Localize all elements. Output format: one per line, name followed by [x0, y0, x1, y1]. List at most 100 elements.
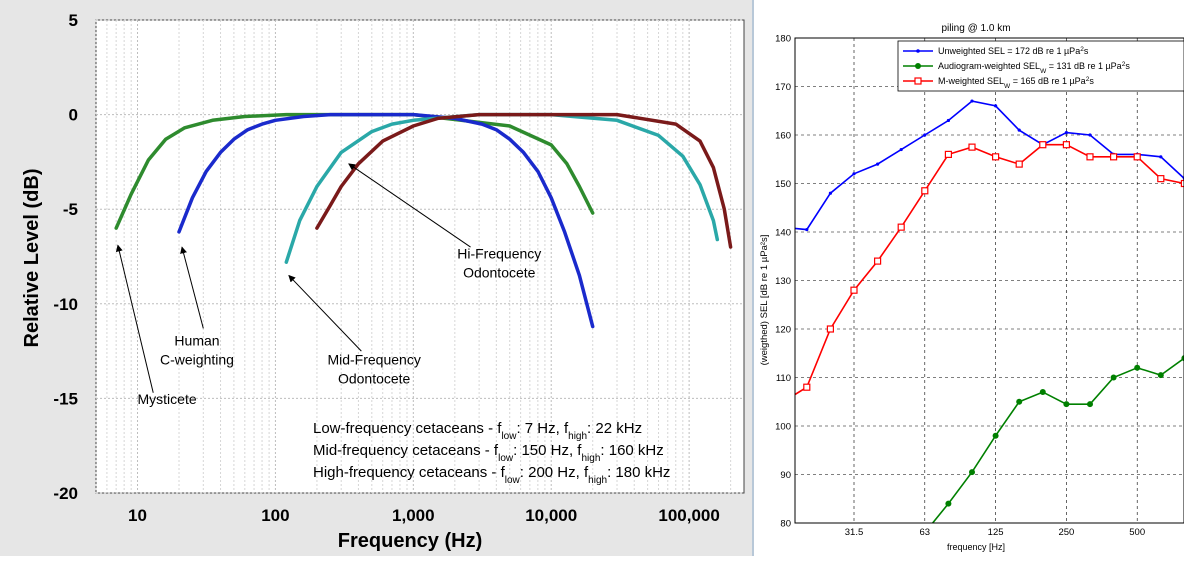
legend-text-part: M-weighted SEL	[938, 76, 1004, 86]
right-point-mweighted	[851, 287, 857, 293]
legend-marker-audiogram	[915, 63, 921, 69]
note-part: : 200 Hz, f	[520, 464, 589, 481]
legend-text-part: s	[1089, 76, 1094, 86]
note-part: high	[568, 431, 587, 442]
legend-text-part: = 131 dB re 1 µPa	[1046, 61, 1122, 71]
left-x-tick-label: 100,000	[658, 506, 719, 525]
right-y-axis-title: (weigthed) SEL [dB re 1 µPa²s]	[759, 235, 770, 366]
right-point-unweighted	[900, 148, 903, 151]
annotation-label-hi: Odontocete	[463, 264, 536, 280]
right-y-tick-label: 160	[775, 131, 791, 142]
right-point-unweighted	[994, 104, 997, 107]
right-point-unweighted	[970, 99, 973, 102]
left-notes: Low-frequency cetaceans - flow: 7 Hz, fh…	[313, 420, 670, 486]
note-part: Mid-frequency cetaceans - f	[313, 442, 499, 459]
right-point-mweighted	[804, 384, 810, 390]
right-point-audiogram	[1134, 365, 1140, 371]
left-x-tick-label: 100	[261, 506, 289, 525]
right-point-mweighted	[1016, 161, 1022, 167]
note-part: low	[498, 453, 514, 464]
right-point-audiogram	[1040, 389, 1046, 395]
right-point-mweighted	[1087, 154, 1093, 160]
right-y-tick-label: 100	[775, 422, 791, 433]
right-y-tick-label: 120	[775, 325, 791, 336]
right-point-mweighted	[969, 144, 975, 150]
left-y-tick-label: -15	[53, 389, 78, 408]
right-point-mweighted	[1111, 154, 1117, 160]
annotation-label-human: Human	[174, 332, 219, 348]
left-y-tick-label: -20	[53, 484, 78, 503]
right-y-tick-label: 170	[775, 82, 791, 93]
right-point-unweighted	[829, 192, 832, 195]
left-x-tick-label: 10	[128, 506, 147, 525]
right-point-unweighted	[1088, 133, 1091, 136]
right-point-audiogram	[1087, 401, 1093, 407]
left-y-tick-label: -10	[53, 295, 78, 314]
right-point-unweighted	[1159, 155, 1162, 158]
annotation-label-mid: Odontocete	[338, 370, 411, 386]
right-y-tick-label: 90	[780, 470, 791, 481]
note-part: : 180 kHz	[607, 464, 670, 481]
right-point-unweighted	[852, 172, 855, 175]
note-part: Low-frequency cetaceans - f	[313, 420, 502, 437]
right-y-tick-label: 80	[780, 519, 791, 530]
right-chart-title: piling @ 1.0 km	[941, 23, 1010, 34]
right-point-unweighted	[1065, 131, 1068, 134]
right-point-mweighted	[993, 154, 999, 160]
legend-text-part: s	[1125, 61, 1130, 71]
right-y-tick-label: 180	[775, 34, 791, 45]
right-x-tick-label: 500	[1129, 527, 1145, 538]
right-x-tick-label: 125	[988, 527, 1004, 538]
left-y-tick-label: 5	[69, 11, 78, 30]
legend-text-part: Audiogram-weighted SEL	[938, 61, 1040, 71]
note-part: : 160 kHz	[600, 442, 663, 459]
annotation-label-human: C-weighting	[160, 351, 234, 367]
right-point-unweighted	[923, 133, 926, 136]
right-point-mweighted	[827, 326, 833, 332]
right-point-mweighted	[875, 258, 881, 264]
right-x-tick-label: 63	[920, 527, 931, 538]
right-point-audiogram	[969, 469, 975, 475]
right-point-mweighted	[945, 151, 951, 157]
note-part: low	[501, 431, 517, 442]
right-point-mweighted	[922, 188, 928, 194]
note-part: High-frequency cetaceans - f	[313, 464, 506, 481]
left-x-axis-title: Frequency (Hz)	[338, 530, 482, 552]
right-point-unweighted	[1018, 129, 1021, 132]
right-point-audiogram	[993, 433, 999, 439]
right-y-tick-label: 110	[776, 373, 791, 384]
right-point-mweighted	[898, 224, 904, 230]
note-part: : 150 Hz, f	[513, 442, 582, 459]
right-point-audiogram	[1063, 401, 1069, 407]
right-point-unweighted	[876, 163, 879, 166]
left-y-tick-label: 0	[69, 106, 78, 125]
note-part: high	[588, 475, 607, 486]
right-point-audiogram	[1111, 375, 1117, 381]
right-x-tick-label: 31.5	[845, 527, 864, 538]
legend-text-part: = 165 dB re 1 µPa	[1010, 76, 1086, 86]
annotation-label-hi: Hi-Frequency	[457, 245, 541, 261]
note-part: low	[505, 475, 521, 486]
right-point-mweighted	[1040, 142, 1046, 148]
left-x-tick-label: 10,000	[525, 506, 577, 525]
legend-text-part: Unweighted SEL = 172 dB re 1 µPa	[938, 46, 1080, 56]
right-point-mweighted	[1134, 154, 1140, 160]
right-point-unweighted	[805, 228, 808, 231]
right-y-tick-label: 130	[775, 276, 791, 287]
right-y-tick-label: 140	[775, 228, 791, 239]
right-x-axis-title: frequency [Hz]	[947, 542, 1005, 552]
left-y-axis-title: Relative Level (dB)	[21, 169, 43, 348]
note-part: : 7 Hz, f	[516, 420, 569, 437]
legend-marker-mweighted	[915, 78, 921, 84]
note-part: high	[581, 453, 600, 464]
right-point-audiogram	[945, 501, 951, 507]
right-point-mweighted	[1158, 176, 1164, 182]
right-legend: Unweighted SEL = 172 dB re 1 µPa2sAudiog…	[898, 41, 1184, 91]
right-y-tick-label: 150	[775, 179, 791, 190]
right-point-mweighted	[1063, 142, 1069, 148]
left-y-tick-label: -5	[63, 200, 78, 219]
right-x-tick-label: 250	[1058, 527, 1074, 538]
annotation-label-mysticete: Mysticete	[138, 391, 197, 407]
chart-divider	[752, 0, 754, 556]
